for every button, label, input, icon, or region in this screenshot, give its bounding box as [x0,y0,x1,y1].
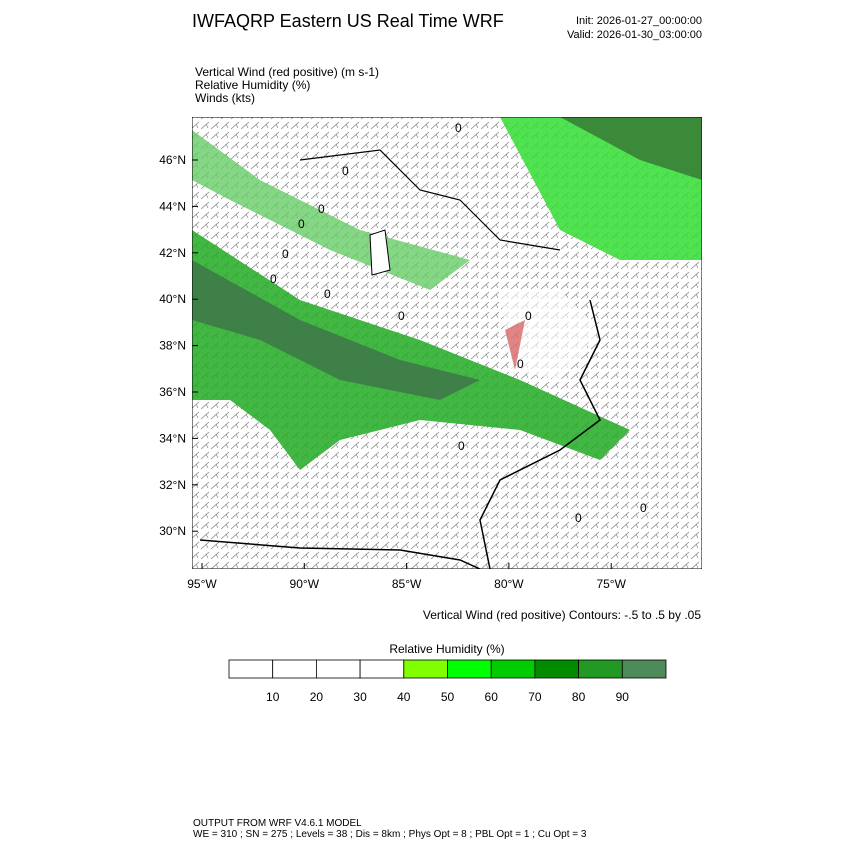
contour-label: 0 [575,511,582,525]
lat-label: 36°N [159,385,186,399]
lat-label: 34°N [159,431,186,445]
lat-label: 40°N [159,292,186,306]
title: IWFAQRP Eastern US Real Time WRF [192,11,504,31]
lon-label: 75°W [596,577,626,591]
colorbar-box [272,659,317,679]
contour-label: 0 [298,217,305,231]
contour-label: 0 [342,164,349,178]
contour-label: 0 [282,247,289,261]
valid-time: Valid: 2026-01-30_03:00:00 [567,29,702,41]
lon-label: 95°W [187,577,217,591]
colorbar-label: 80 [572,690,586,704]
colorbar-label: 40 [397,690,411,704]
map [192,117,702,569]
lat-label: 46°N [159,153,186,167]
colorbar-box [534,659,580,679]
footer-line: OUTPUT FROM WRF V4.6.1 MODEL [193,818,362,829]
colorbar-box [315,659,361,679]
lat-label: 32°N [159,478,186,492]
colorbar-label: 90 [616,690,630,704]
contour-label: 0 [324,287,331,301]
contour-label: 0 [525,309,532,323]
colorbar-box [621,659,667,679]
colorbar-box [228,659,274,679]
lat-label: 30°N [159,524,186,538]
lat-label: 44°N [159,199,186,213]
colorbar-title: Relative Humidity (%) [389,642,504,656]
colorbar-box [359,659,405,679]
colorbar-label: 70 [528,690,542,704]
lon-label: 85°W [392,577,422,591]
lon-label: 90°W [290,577,320,591]
colorbar-box [490,659,536,679]
colorbar-box [447,659,492,679]
lat-label: 42°N [159,246,186,260]
field-label: Winds (kts) [195,91,255,105]
contour-label: 0 [455,121,462,135]
contour-label: 0 [517,357,524,371]
contour-label: 0 [398,309,405,323]
colorbar-label: 10 [266,690,280,704]
colorbar-label: 20 [310,690,324,704]
colorbar-label: 60 [485,690,499,704]
lon-label: 80°W [494,577,524,591]
footer-line: WE = 310 ; SN = 275 ; Levels = 38 ; Dis … [193,829,587,840]
contour-label: 0 [458,439,465,453]
contour-label: 0 [640,501,647,515]
colorbar-label: 50 [441,690,455,704]
contour-label: 0 [270,272,277,286]
contour-label: 0 [318,202,325,216]
contour-note: Vertical Wind (red positive) Contours: -… [423,608,701,622]
colorbar-box [403,659,448,679]
field-label: Relative Humidity (%) [195,78,310,92]
init-time: Init: 2026-01-27_00:00:00 [576,15,702,27]
field-label: Vertical Wind (red positive) (m s-1) [195,65,379,79]
colorbar-label: 30 [353,690,367,704]
colorbar-box [578,659,623,679]
lat-label: 38°N [159,339,186,353]
